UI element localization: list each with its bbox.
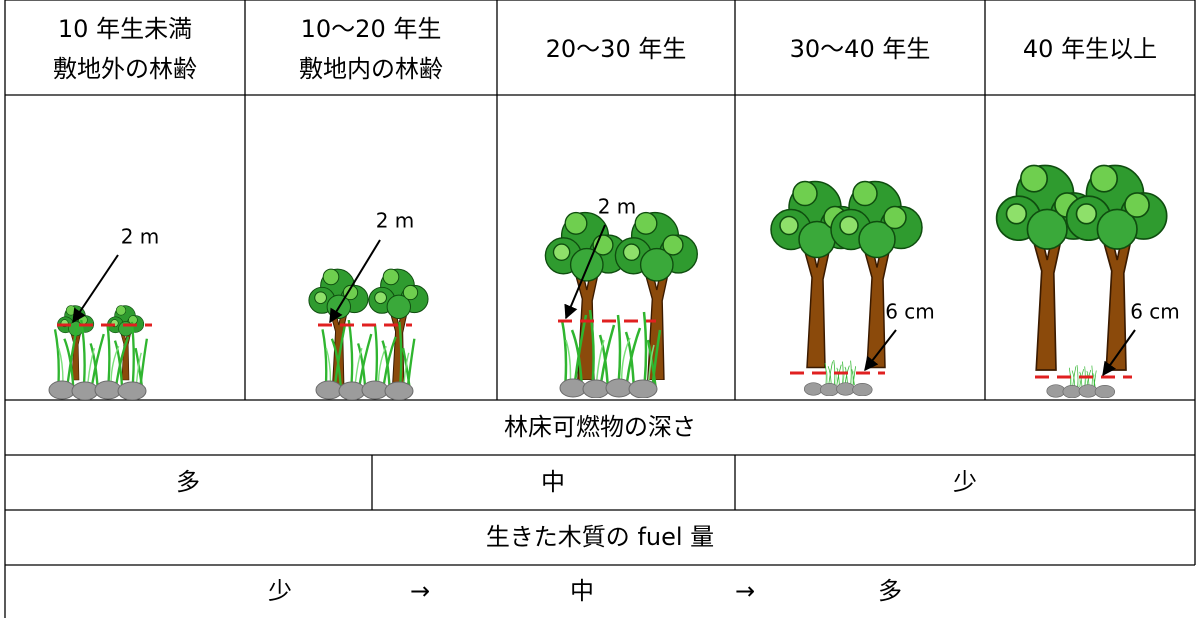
annotation: 6 cm	[1130, 300, 1180, 324]
header-text: 敷地内の林齢	[299, 55, 443, 83]
scale-label: 多	[878, 577, 902, 605]
header-text: 20〜30 年生	[546, 35, 687, 63]
row-title: 生きた木質の fuel 量	[486, 523, 714, 551]
header-text: 30〜40 年生	[790, 35, 931, 63]
level-label: 中	[541, 468, 565, 496]
illustration	[770, 180, 923, 396]
level-label: 多	[176, 468, 200, 496]
scale-arrow: →	[735, 577, 755, 605]
annotation: 2 m	[598, 195, 637, 219]
illustration	[308, 239, 429, 400]
illustration	[48, 254, 152, 400]
scale-arrow: →	[410, 577, 430, 605]
table-grid	[4, 0, 1196, 618]
header-text: 40 年生以上	[1023, 35, 1157, 63]
illustration	[544, 211, 698, 398]
scale-label: 中	[570, 577, 594, 605]
illustration	[995, 164, 1168, 398]
annotation: 2 m	[376, 209, 415, 233]
header-text: 敷地外の林齢	[53, 55, 197, 83]
header-text: 10 年生未満	[58, 15, 192, 43]
annotation: 2 m	[121, 225, 160, 249]
scale-label: 少	[268, 577, 292, 605]
level-label: 少	[953, 468, 977, 496]
header-text: 10〜20 年生	[301, 15, 442, 43]
annotation: 6 cm	[885, 300, 935, 324]
row-title: 林床可燃物の深さ	[504, 413, 696, 441]
